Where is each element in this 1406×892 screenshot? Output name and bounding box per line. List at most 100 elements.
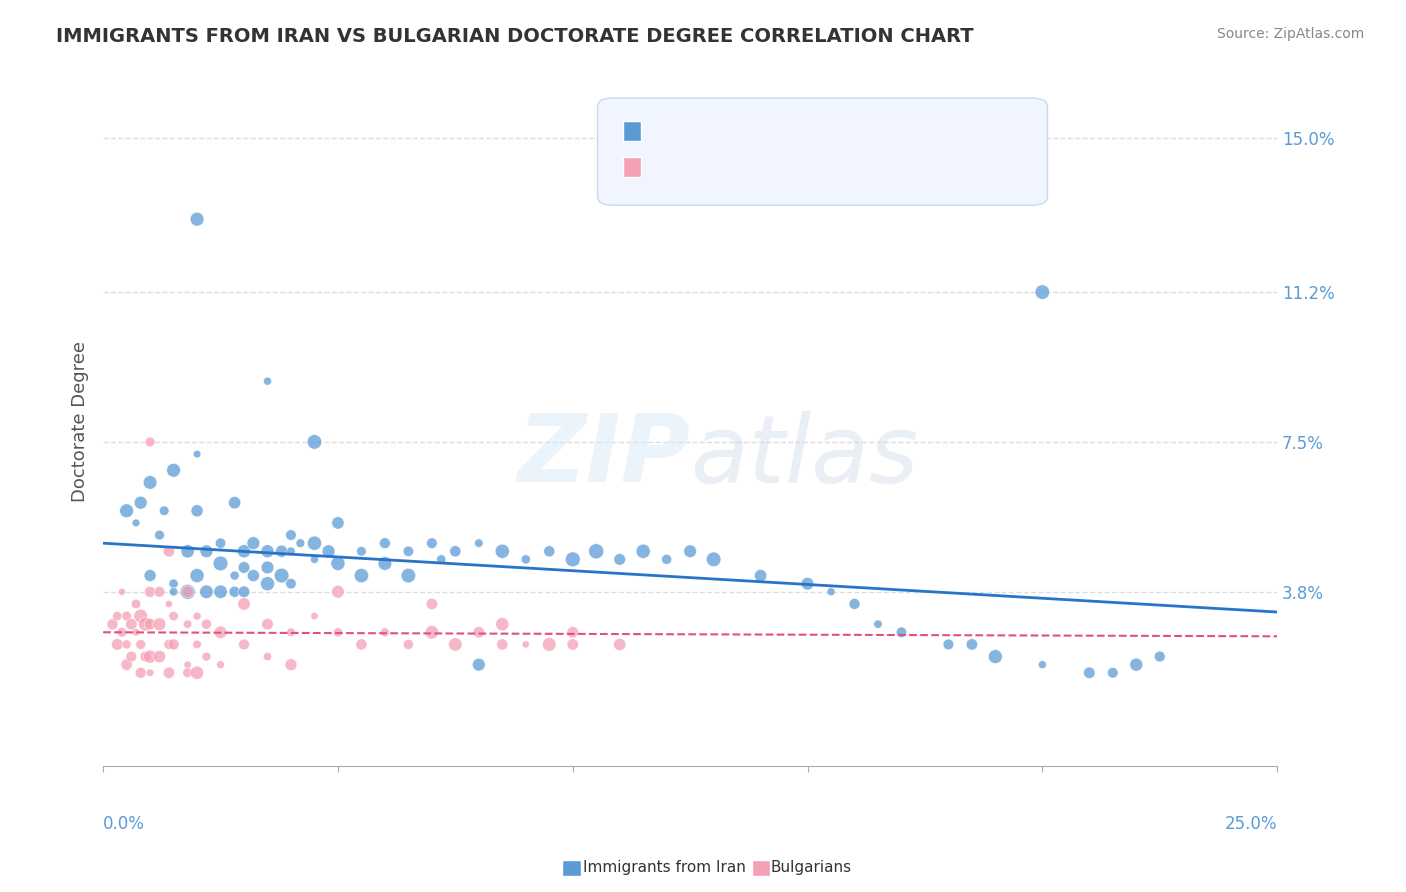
Point xyxy=(515,552,537,566)
Point xyxy=(430,552,453,566)
Text: Source: ZipAtlas.com: Source: ZipAtlas.com xyxy=(1216,27,1364,41)
Point xyxy=(703,552,725,566)
Point xyxy=(115,637,138,651)
Text: R =  -0.140    N = 82: R = -0.140 N = 82 xyxy=(647,122,806,136)
Point xyxy=(129,496,152,510)
Point xyxy=(280,657,302,672)
Point xyxy=(749,568,772,582)
Point xyxy=(396,568,419,582)
Point xyxy=(1031,657,1053,672)
Point xyxy=(120,649,142,664)
Point xyxy=(176,657,198,672)
Y-axis label: Doctorate Degree: Doctorate Degree xyxy=(72,341,89,502)
Point xyxy=(186,637,208,651)
Point xyxy=(176,617,198,632)
Point xyxy=(157,544,180,558)
Point xyxy=(157,665,180,680)
Point xyxy=(224,496,246,510)
Point xyxy=(162,576,184,591)
Point xyxy=(844,597,866,611)
Point xyxy=(176,584,198,599)
Point xyxy=(105,609,128,624)
Point xyxy=(209,584,232,599)
Point xyxy=(186,212,208,227)
Point xyxy=(256,576,278,591)
Point xyxy=(1078,665,1101,680)
Point xyxy=(280,544,302,558)
Point xyxy=(129,665,152,680)
Point xyxy=(256,560,278,574)
Point xyxy=(186,568,208,582)
Point xyxy=(374,536,396,550)
Point xyxy=(420,536,443,550)
Point xyxy=(157,637,180,651)
Point xyxy=(609,552,631,566)
Point xyxy=(538,544,561,558)
Point xyxy=(270,568,292,582)
Point xyxy=(468,536,491,550)
Point xyxy=(304,536,326,550)
Point xyxy=(125,597,148,611)
Point xyxy=(139,617,162,632)
Text: atlas: atlas xyxy=(690,410,918,501)
Point xyxy=(101,617,124,632)
Point xyxy=(280,625,302,640)
Point xyxy=(233,584,256,599)
Point xyxy=(224,568,246,582)
Point xyxy=(195,584,218,599)
Point xyxy=(396,637,419,651)
Point xyxy=(115,504,138,518)
Point xyxy=(350,637,373,651)
Point xyxy=(129,637,152,651)
Point xyxy=(491,617,513,632)
Point xyxy=(1101,665,1123,680)
Point xyxy=(1031,285,1053,299)
Text: Bulgarians: Bulgarians xyxy=(770,861,852,875)
Point xyxy=(679,544,702,558)
Point xyxy=(609,637,631,651)
Point xyxy=(153,504,176,518)
Point xyxy=(304,552,326,566)
Point xyxy=(820,584,842,599)
Point xyxy=(374,557,396,571)
Point xyxy=(176,665,198,680)
Point xyxy=(256,374,278,388)
Point xyxy=(561,552,583,566)
Point xyxy=(148,528,170,542)
Point xyxy=(186,609,208,624)
Point xyxy=(326,516,349,530)
Point xyxy=(115,609,138,624)
Point xyxy=(631,544,654,558)
Point xyxy=(233,560,256,574)
Point xyxy=(148,649,170,664)
Point xyxy=(256,544,278,558)
Point xyxy=(538,637,561,651)
Point xyxy=(350,544,373,558)
Point xyxy=(561,637,583,651)
Point xyxy=(162,463,184,477)
Point xyxy=(139,584,162,599)
Point xyxy=(209,625,232,640)
Point xyxy=(195,649,218,664)
Point xyxy=(444,637,467,651)
Point xyxy=(115,657,138,672)
Point xyxy=(209,557,232,571)
Point xyxy=(162,584,184,599)
Point xyxy=(242,536,264,550)
Point xyxy=(224,584,246,599)
Point xyxy=(420,597,443,611)
Point xyxy=(420,625,443,640)
Point xyxy=(148,617,170,632)
Point xyxy=(491,637,513,651)
Point xyxy=(125,625,148,640)
Point xyxy=(468,657,491,672)
Point xyxy=(105,637,128,651)
Point xyxy=(304,434,326,449)
Point xyxy=(304,609,326,624)
Point xyxy=(162,609,184,624)
Point xyxy=(938,637,960,651)
Point xyxy=(561,625,583,640)
Point xyxy=(209,657,232,672)
Point xyxy=(209,536,232,550)
Point xyxy=(256,617,278,632)
